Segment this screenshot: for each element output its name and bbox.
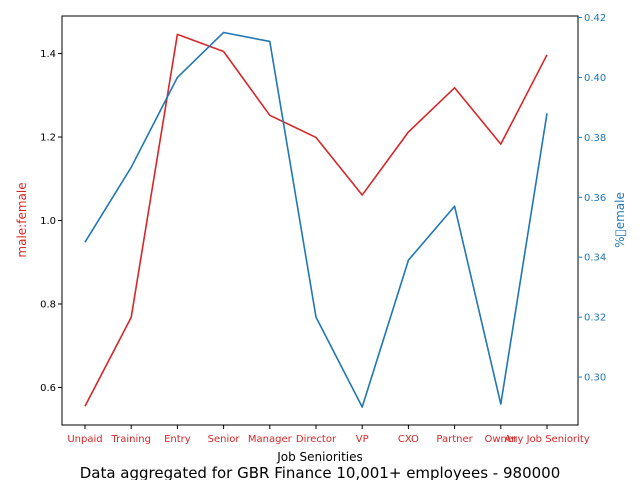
x-tick-label: CXO <box>398 434 419 445</box>
left-y-axis: 0.6 0.8 1.0 1.2 1.4 <box>40 16 63 425</box>
right-tick-label: 0.40 <box>584 73 606 84</box>
left-tick-label: 0.6 <box>40 383 56 394</box>
right-tick-label: 0.38 <box>584 133 606 144</box>
x-tick-label: Manager <box>248 434 293 445</box>
left-y-axis-label: male:female <box>15 182 29 257</box>
male-female-ratio-line <box>84 33 548 407</box>
chart-caption: Data aggregated for GBR Finance 10,001+ … <box>80 464 561 480</box>
plot-frame <box>61 15 579 426</box>
x-tick-label: Any Job Seniority <box>504 434 589 445</box>
x-axis: Unpaid Training Entry Senior Manager Director… <box>67 425 590 445</box>
x-tick-label: Unpaid <box>67 434 102 445</box>
right-tick-label: 0.32 <box>584 313 606 324</box>
right-y-axis: 0.30 0.32 0.34 0.36 0.38 0.40 0.42 <box>577 13 606 425</box>
left-tick-label: 0.8 <box>40 299 56 310</box>
left-tick-label: 1.2 <box>40 133 56 144</box>
right-y-axis-label: % emale <box>613 192 627 248</box>
x-tick-label: Senior <box>208 434 241 445</box>
right-tick-label: 0.42 <box>584 13 606 24</box>
left-tick-label: 1.0 <box>40 216 56 227</box>
right-tick-label: 0.34 <box>584 253 606 264</box>
x-tick-label: Entry <box>164 434 191 445</box>
x-axis-label: Job Seniorities <box>276 450 363 464</box>
x-tick-label: Owner <box>484 434 518 445</box>
series-layer <box>84 31 548 408</box>
x-tick-label: Partner <box>436 434 473 445</box>
percent-female-line <box>84 31 548 408</box>
x-tick-label: VP <box>356 434 369 445</box>
right-tick-label: 0.36 <box>584 193 606 204</box>
x-tick-label: Director <box>296 434 337 445</box>
x-tick-label: Training <box>110 434 150 445</box>
left-tick-label: 1.4 <box>40 49 56 60</box>
right-tick-label: 0.30 <box>584 373 606 384</box>
